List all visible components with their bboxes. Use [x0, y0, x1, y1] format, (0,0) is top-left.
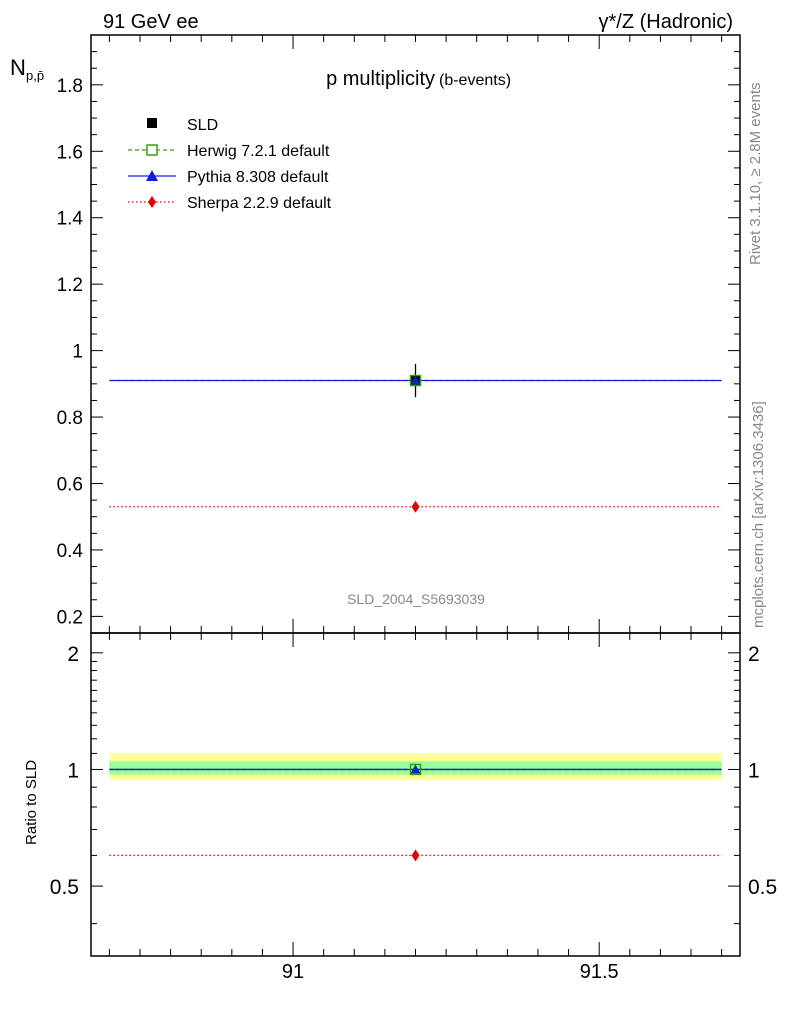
- ratio-bands: [109, 753, 722, 780]
- ratio-ylabel: Ratio to SLD: [23, 760, 40, 845]
- lower-ytick-label-right: 1: [748, 759, 760, 782]
- sherpa-marker: [411, 500, 420, 513]
- pythia-marker: [410, 375, 421, 385]
- ratio-marker-sherpa: [411, 849, 420, 862]
- upper-ytick-label: 1.8: [57, 76, 83, 97]
- legend-item-sld: SLD: [147, 117, 218, 134]
- chart-title-suffix: (b-events): [439, 72, 511, 89]
- legend: SLD Herwig 7.2.1 default Pythia 8.308 de…: [128, 117, 332, 212]
- legend-label-sld: SLD: [187, 117, 218, 134]
- upper-ytick-label: 1.6: [57, 142, 83, 163]
- lower-ytick-label-left: 0.5: [50, 876, 79, 899]
- header-left: 91 GeV ee: [103, 11, 199, 33]
- lower-panel: 0.5 0.5 1 1 2 2 91 91.5 Ratio to SLD: [23, 632, 777, 983]
- rivet-label: Rivet 3.1.10, ≥ 2.8M events: [747, 83, 764, 266]
- legend-marker-herwig: [146, 144, 158, 156]
- lower-frame: [90, 632, 741, 957]
- upper-ytick-label: 1.4: [57, 209, 84, 230]
- upper-ytick-label: 1: [72, 342, 83, 363]
- lower-ytick-label-left: 2: [67, 643, 79, 666]
- chart-title: p multiplicity: [326, 68, 435, 90]
- legend-label-herwig: Herwig 7.2.1 default: [187, 143, 330, 160]
- upper-ylabel-sub: p,p̄: [26, 68, 44, 83]
- legend-label-pythia: Pythia 8.308 default: [187, 169, 329, 186]
- ratio-marker-pythia: [410, 764, 421, 774]
- upper-ylabel: N: [10, 55, 26, 80]
- lower-ytick-label-right: 2: [748, 643, 760, 666]
- upper-series: [109, 363, 722, 513]
- analysis-watermark: SLD_2004_S5693039: [347, 591, 485, 607]
- mcplots-label: mcplots.cern.ch [arXiv:1306.3436]: [750, 401, 767, 628]
- upper-ticks: 0.2 0.4 0.6 0.8 1 1.2 1.4 1.6 1.8: [57, 34, 740, 634]
- upper-ytick-label: 0.2: [57, 607, 83, 628]
- upper-panel: 0.2 0.4 0.6 0.8 1 1.2 1.4 1.6 1.8 N p,p̄ p multi…: [10, 34, 741, 634]
- lower-series: [109, 763, 722, 862]
- legend-item-pythia: Pythia 8.308 default: [128, 169, 329, 186]
- upper-ytick-label: 1.2: [57, 275, 83, 296]
- xtick-label: 91: [282, 961, 304, 983]
- xtick-label: 91.5: [580, 961, 619, 983]
- upper-ytick-label: 0.6: [57, 475, 83, 496]
- lower-ticks: 0.5 0.5 1 1 2 2 91 91.5: [50, 633, 777, 983]
- lower-ytick-label-right: 0.5: [748, 876, 777, 899]
- lower-ytick-label-left: 1: [67, 759, 79, 782]
- upper-ytick-label: 0.4: [57, 541, 84, 562]
- header-right: γ*/Z (Hadronic): [599, 11, 733, 33]
- legend-item-herwig: Herwig 7.2.1 default: [128, 143, 330, 160]
- legend-marker-pythia: [146, 170, 158, 181]
- upper-ytick-label: 0.8: [57, 408, 83, 429]
- legend-marker-sherpa: [148, 196, 156, 208]
- legend-label-sherpa: Sherpa 2.2.9 default: [187, 195, 332, 212]
- legend-item-sherpa: Sherpa 2.2.9 default: [128, 195, 332, 212]
- legend-marker-sld: [147, 118, 157, 128]
